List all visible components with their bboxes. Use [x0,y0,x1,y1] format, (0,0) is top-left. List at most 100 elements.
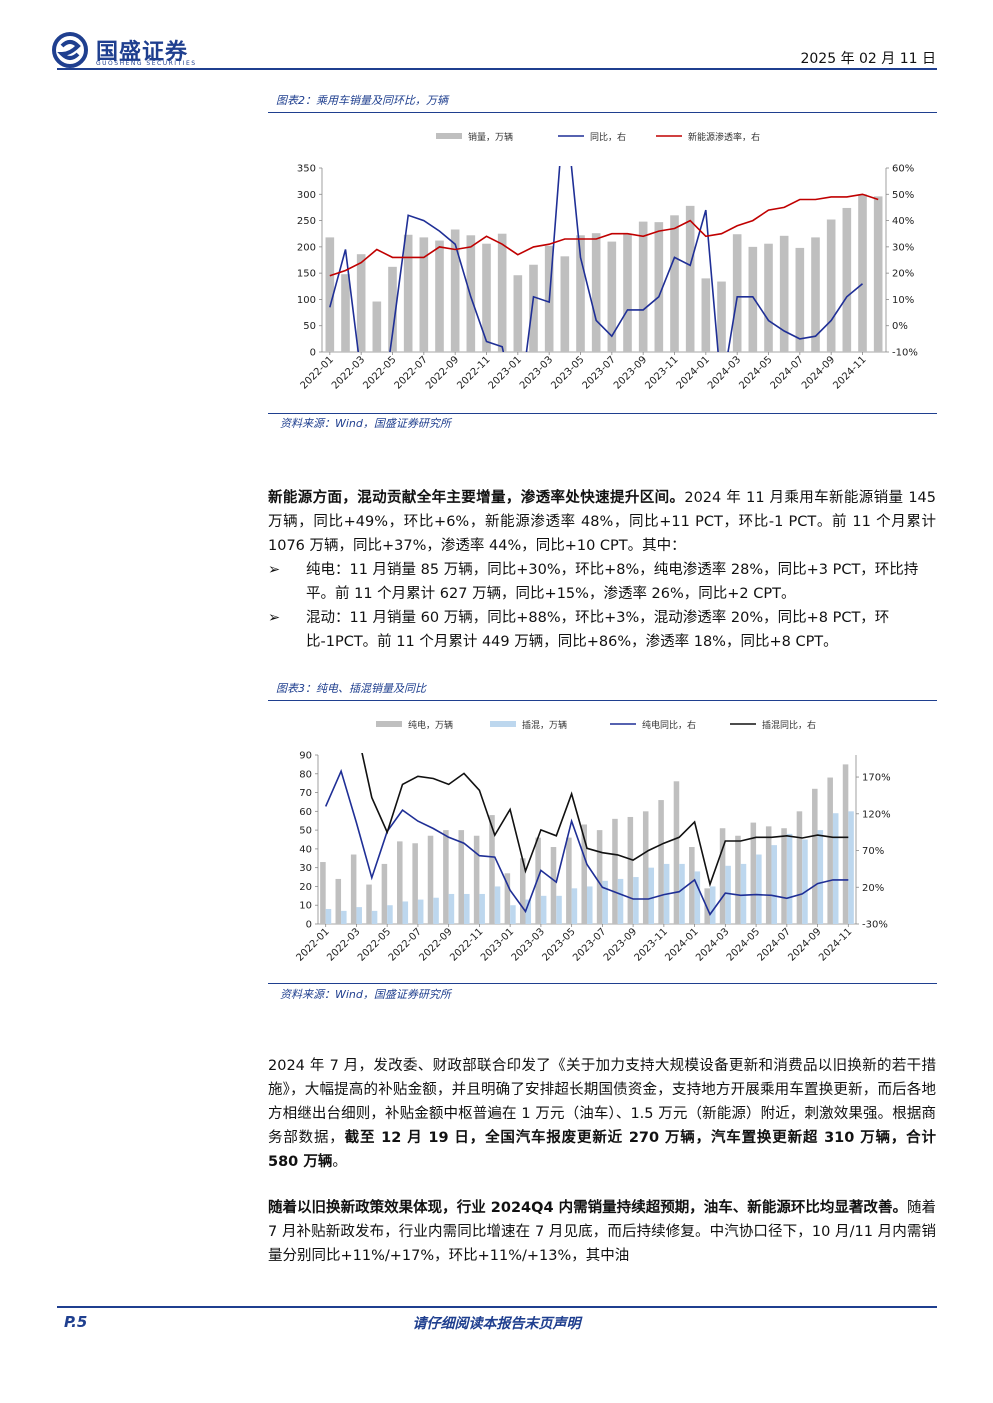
bar [356,907,362,924]
bar [427,835,434,924]
figure3-bottom-rule [268,983,937,984]
figure2-chart: 销量，万辆 同比，右 新能源渗透率，右 0 50 100 150 200 250 300 350 -1… [297,131,918,392]
y-tick-label-left: 10 [299,901,312,912]
bar [581,824,587,924]
bar [356,254,366,352]
series-line [361,753,849,888]
bar [403,234,413,352]
company-name: 国盛证券 [96,40,189,65]
y-tick-label-left: 200 [297,242,316,253]
bar [642,811,649,924]
bar [670,215,679,352]
bar [489,815,495,924]
legend-label: 纯电同比，右 [642,719,696,731]
paragraph-nev-body: 2024 年 11 月乘用车新能源销量 145 万辆，同比+49%，环比+6%，… [268,490,937,554]
x-tick-label: 2024-03 [706,354,743,391]
bar [529,264,538,352]
bar [587,886,593,924]
x-tick-label: 2022-07 [393,354,430,391]
bar [412,843,418,924]
bar [381,863,388,924]
company-sub-name: GUOSHENG SECURITIES [96,60,197,67]
paragraph-policy-body: 2024 年 7 月，发改委、财政部联合印发了《关于加力支持大规模设备更新和消费… [268,1058,936,1146]
y-tick-label-left: 250 [297,216,316,227]
y-tick-label-right: -10% [892,348,918,359]
bar [591,233,601,352]
y-tick-label-left: 150 [297,269,316,280]
bar [648,867,655,924]
y-tick-label-left: 80 [299,769,312,780]
bar [325,237,335,352]
paragraph-policy: 2024 年 7 月，发改委、财政部联合印发了《关于加力支持大规模设备更新和消费… [268,1054,936,1174]
x-tick-label: 2023-03 [518,354,555,391]
x-tick-label: 2024-05 [737,354,774,391]
bar [504,873,511,924]
paragraph-q4-lead: 随着以旧换新政策效果体现，行业 2024Q4 内需销量持续超预期，油车、新能源环… [268,1200,907,1216]
bar [602,880,608,924]
company-logo: 国盛证券 GUOSHENG SECURITIES [52,30,212,70]
y-tick-label-left: 0 [306,920,312,931]
y-tick-label-left: 60 [299,807,312,818]
bar [525,899,532,924]
legend-swatch [436,133,462,139]
bar [756,854,762,924]
bar [535,837,541,924]
bar [701,278,711,352]
bar [325,908,332,924]
bar [341,274,350,352]
bar [842,764,849,924]
bar [623,233,632,352]
bar [704,888,710,924]
x-tick-label: 2022-05 [361,354,398,391]
footer-divider [57,1306,937,1308]
y-tick-label-left: 100 [297,295,316,306]
bar [372,301,382,352]
x-tick-label: 2022-11 [455,354,492,391]
bar [673,781,680,924]
bar [832,813,839,924]
y-tick-label-right: 20% [892,269,914,280]
bar [443,830,449,924]
bar [510,905,516,924]
x-tick-label: 2024-09 [800,354,837,391]
y-tick-label-right: 50% [892,190,914,201]
bar [494,886,501,924]
bar [689,847,695,924]
bar [433,897,439,924]
bullet-phev-text: 混动：11 月销量 60 万辆，同比+88%，环比+3%，混动渗透率 20%，同… [306,610,890,650]
bullet-arrow-icon: ➢ [268,562,281,578]
paragraph-policy-end: 。 [332,1154,347,1170]
bar [482,243,491,352]
bar [827,777,833,924]
bar [566,837,572,924]
bar [448,893,455,924]
bar [802,839,808,924]
y-tick-label-right: 60% [892,164,914,175]
y-tick-label-left: 20 [299,882,312,893]
bar [540,895,547,924]
bar [612,818,618,924]
bar [466,235,476,352]
bar [335,878,342,924]
legend-swatch [490,721,516,727]
paragraph-nev-lead: 新能源方面，混动贡献全年主要增量，渗透率处快速提升区间。 [268,490,685,506]
bar [658,800,664,924]
y-tick-label-left: 30 [299,863,312,874]
y-tick-label-left: 50 [303,321,316,332]
bar [419,237,429,352]
y-tick-label-left: 300 [297,190,316,201]
legend-swatch [376,721,402,727]
bar [388,266,397,352]
page-number: P.5 [64,1313,88,1331]
bar [842,207,852,352]
y-tick-label-left: 0 [310,348,316,359]
bar [719,828,726,924]
bar [519,858,526,924]
figure3-chart: 纯电，万辆 插混，万辆 纯电同比，右 插混同比，右 0 10 20 30 40 50 60 70 80 9… [294,719,890,964]
bullet-arrow-icon: ➢ [268,610,281,626]
bar [817,830,824,924]
legend-label: 插混，万辆 [522,719,567,731]
x-tick-label: 2023-11 [643,354,680,391]
bar [617,878,624,924]
bar [685,205,695,352]
